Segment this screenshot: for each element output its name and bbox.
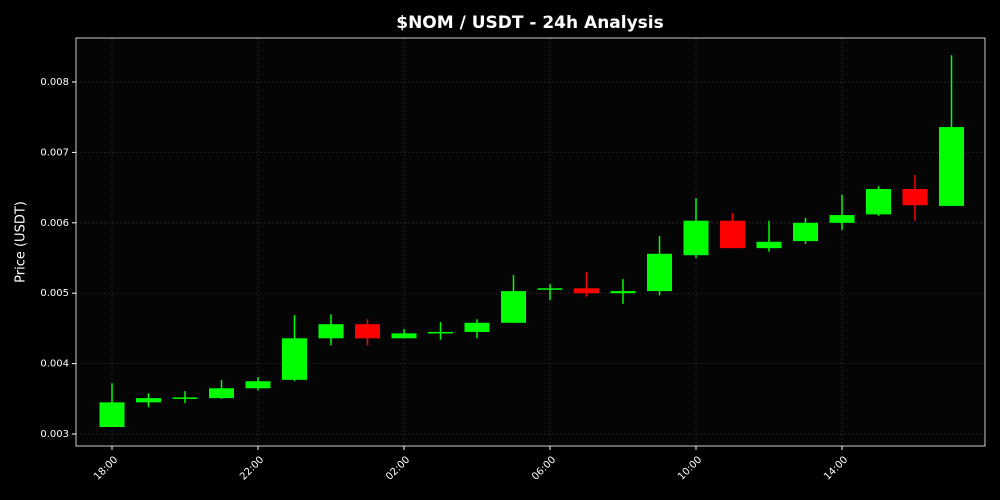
candle-body bbox=[793, 222, 818, 242]
candle-body bbox=[574, 288, 599, 294]
candle-body bbox=[282, 338, 307, 380]
candle-body bbox=[683, 220, 709, 256]
candle-body bbox=[756, 241, 782, 249]
candle-body bbox=[647, 253, 672, 292]
y-tick-label: 0.003 bbox=[40, 429, 69, 440]
candle-body bbox=[318, 324, 344, 339]
candle-body bbox=[428, 331, 453, 334]
candle-body bbox=[245, 381, 271, 389]
y-tick-label: 0.008 bbox=[40, 77, 69, 88]
plot-area bbox=[76, 38, 985, 446]
candle-body bbox=[939, 127, 964, 206]
y-axis-label: Price (USDT) bbox=[14, 201, 29, 283]
candle-body bbox=[866, 189, 891, 215]
chart-title: $NOM / USDT - 24h Analysis bbox=[396, 13, 664, 33]
candle-body bbox=[99, 402, 125, 427]
candle-body bbox=[829, 215, 855, 223]
y-tick-label: 0.004 bbox=[40, 359, 69, 370]
candle-body bbox=[501, 291, 526, 323]
y-tick-label: 0.006 bbox=[40, 218, 69, 229]
candle-body bbox=[136, 398, 161, 403]
candle-body bbox=[464, 322, 490, 332]
candle-body bbox=[209, 388, 234, 399]
candle-body bbox=[902, 189, 928, 206]
y-tick-label: 0.007 bbox=[40, 147, 69, 158]
candle-body bbox=[610, 291, 636, 294]
candle-body bbox=[391, 333, 417, 339]
candle-body bbox=[355, 324, 380, 339]
y-tick-label: 0.005 bbox=[40, 288, 69, 299]
plot-border bbox=[75, 37, 986, 447]
candle-body bbox=[172, 397, 198, 399]
candle-body bbox=[720, 220, 745, 249]
candle-body bbox=[537, 288, 563, 290]
